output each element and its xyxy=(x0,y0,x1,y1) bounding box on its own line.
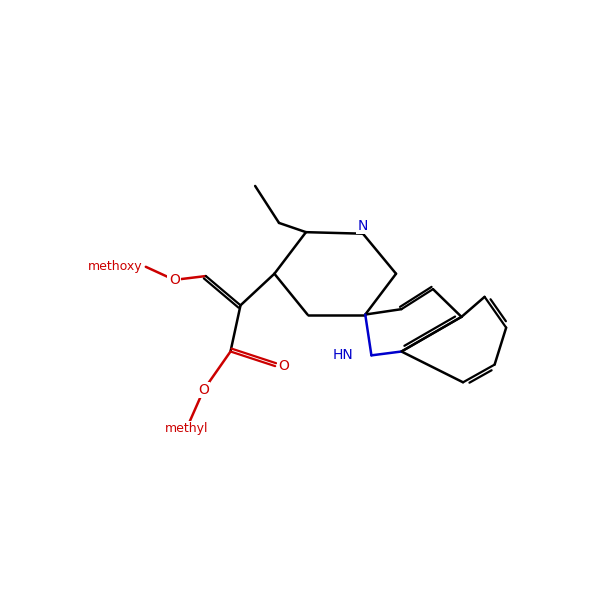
Text: methoxy: methoxy xyxy=(88,260,143,274)
Text: O: O xyxy=(198,383,209,397)
Text: O: O xyxy=(169,273,180,287)
Text: N: N xyxy=(358,219,368,233)
Text: methyl: methyl xyxy=(165,422,208,435)
Text: O: O xyxy=(278,359,289,373)
Text: HN: HN xyxy=(333,349,354,362)
